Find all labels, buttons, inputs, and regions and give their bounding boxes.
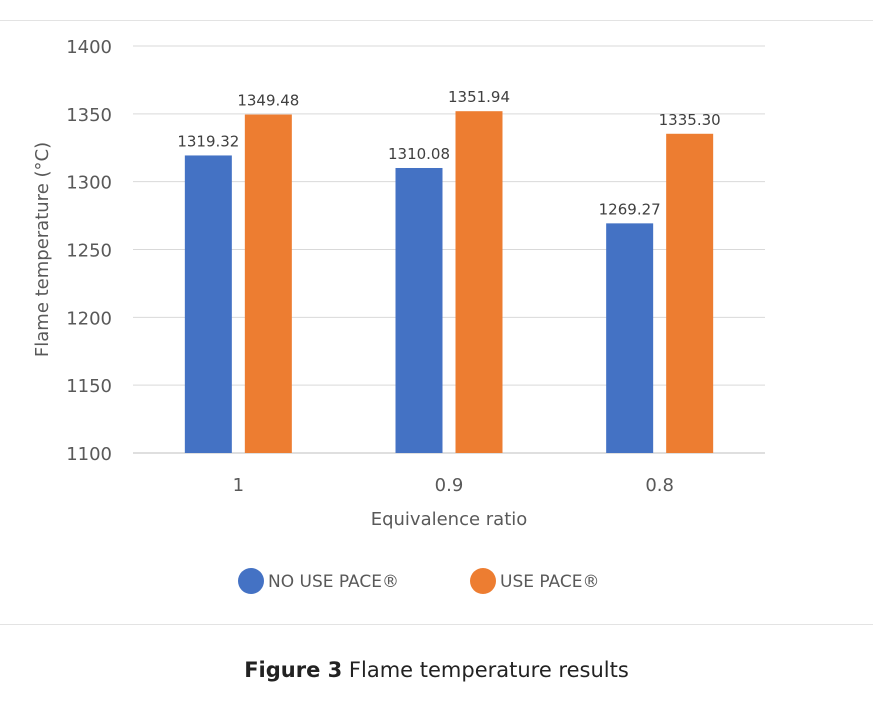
data-label: 1269.27 (599, 200, 661, 218)
legend-marker (470, 568, 496, 594)
x-tick-label: 0.8 (645, 475, 674, 496)
bar (244, 114, 292, 453)
bar (184, 155, 232, 453)
bar (395, 167, 443, 454)
x-tick-label: 1 (233, 475, 244, 496)
legend-label: USE PACE® (500, 572, 600, 592)
data-label: 1349.48 (237, 92, 299, 110)
data-label: 1335.30 (659, 111, 721, 129)
caption-label: Figure 3 (244, 658, 343, 682)
y-tick-label: 1350 (66, 105, 112, 126)
x-axis-title: Equivalence ratio (371, 509, 528, 530)
figure-caption: Figure 3 Flame temperature results (0, 658, 873, 682)
data-label: 1319.32 (177, 132, 239, 150)
legend-label: NO USE PACE® (268, 572, 399, 592)
y-axis-title: Flame temperature (°C) (32, 142, 53, 357)
y-tick-label: 1150 (66, 376, 112, 397)
data-label: 1310.08 (388, 145, 450, 163)
caption-text: Flame temperature results (342, 658, 629, 682)
bar (606, 223, 654, 453)
y-tick-label: 1250 (66, 241, 112, 262)
y-tick-label: 1200 (66, 308, 112, 329)
y-tick-label: 1100 (66, 444, 112, 465)
data-label: 1351.94 (448, 88, 510, 106)
chart-frame: 1100 1150 1200 1250 1300 1350 1400 1319.32 1349.… (0, 20, 873, 625)
legend-marker (238, 568, 264, 594)
y-tick-label: 1400 (66, 37, 112, 58)
bar (666, 133, 714, 453)
x-tick-label: 0.9 (435, 475, 464, 496)
bar (455, 111, 503, 453)
y-tick-label: 1300 (66, 173, 112, 194)
bar-chart: 1100 1150 1200 1250 1300 1350 1400 1319.32 1349.… (32, 37, 765, 594)
